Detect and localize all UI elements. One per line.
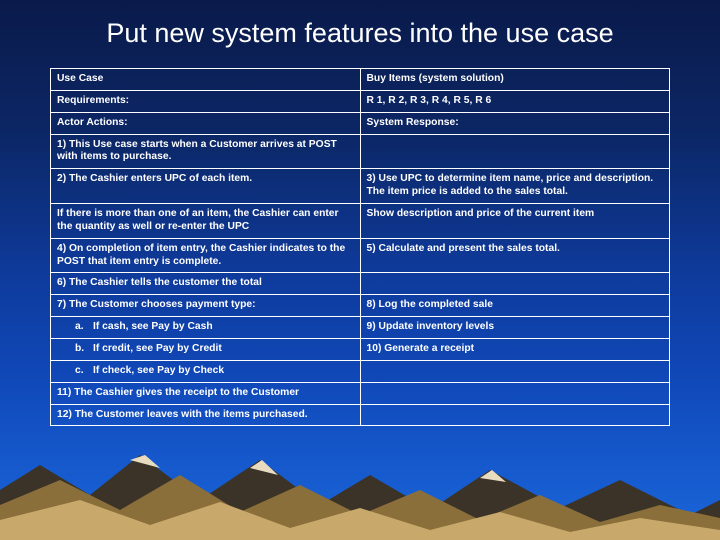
sub-option-text: If credit, see Pay by Credit <box>93 343 222 354</box>
sub-option-letter: b. <box>75 343 93 356</box>
slide-title: Put new system features into the use cas… <box>0 18 720 49</box>
mountain-decoration <box>0 420 720 540</box>
cell-left: 1) This Use case starts when a Customer … <box>51 134 361 169</box>
table-body: Use CaseBuy Items (system solution) Requ… <box>51 69 670 426</box>
table-row: a.If cash, see Pay by Cash 9) Update inv… <box>51 317 670 339</box>
cell-right: R 1, R 2, R 3, R 4, R 5, R 6 <box>360 90 670 112</box>
sub-option-text: If cash, see Pay by Cash <box>93 321 213 332</box>
cell-right: 8) Log the completed sale <box>360 295 670 317</box>
cell-right: System Response: <box>360 112 670 134</box>
cell-left: 7) The Customer chooses payment type: <box>51 295 361 317</box>
cell-right: 5) Calculate and present the sales total… <box>360 238 670 273</box>
cell-right: 3) Use UPC to determine item name, price… <box>360 169 670 204</box>
cell-left: 2) The Cashier enters UPC of each item. <box>51 169 361 204</box>
use-case-table-wrap: Use CaseBuy Items (system solution) Requ… <box>50 68 670 426</box>
cell-right <box>360 360 670 382</box>
cell-left: 4) On completion of item entry, the Cash… <box>51 238 361 273</box>
sub-option-letter: a. <box>75 321 93 334</box>
cell-right: Buy Items (system solution) <box>360 69 670 91</box>
cell-left: If there is more than one of an item, th… <box>51 204 361 239</box>
cell-right <box>360 382 670 404</box>
cell-left: 6) The Cashier tells the customer the to… <box>51 273 361 295</box>
table-row: 11) The Cashier gives the receipt to the… <box>51 382 670 404</box>
cell-right: 9) Update inventory levels <box>360 317 670 339</box>
cell-left: 11) The Cashier gives the receipt to the… <box>51 382 361 404</box>
cell-left: 12) The Customer leaves with the items p… <box>51 404 361 426</box>
table-row: b.If credit, see Pay by Credit10) Genera… <box>51 339 670 361</box>
table-row: 7) The Customer chooses payment type: 8)… <box>51 295 670 317</box>
table-row: c.If check, see Pay by Check <box>51 360 670 382</box>
cell-right <box>360 404 670 426</box>
cell-right <box>360 134 670 169</box>
use-case-table: Use CaseBuy Items (system solution) Requ… <box>50 68 670 426</box>
sub-option-text: If check, see Pay by Check <box>93 365 224 376</box>
table-row: If there is more than one of an item, th… <box>51 204 670 239</box>
cell-left: Use Case <box>51 69 361 91</box>
cell-right: 10) Generate a receipt <box>360 339 670 361</box>
table-row: Actor Actions:System Response: <box>51 112 670 134</box>
sub-option-letter: c. <box>75 365 93 378</box>
table-row: 12) The Customer leaves with the items p… <box>51 404 670 426</box>
table-row: 6) The Cashier tells the customer the to… <box>51 273 670 295</box>
cell-right: Show description and price of the curren… <box>360 204 670 239</box>
table-row: 1) This Use case starts when a Customer … <box>51 134 670 169</box>
table-row: Requirements:R 1, R 2, R 3, R 4, R 5, R … <box>51 90 670 112</box>
cell-left: Requirements: <box>51 90 361 112</box>
slide: Put new system features into the use cas… <box>0 0 720 540</box>
cell-left-sub: c.If check, see Pay by Check <box>51 360 361 382</box>
cell-left-sub: a.If cash, see Pay by Cash <box>51 317 361 339</box>
table-row: 4) On completion of item entry, the Cash… <box>51 238 670 273</box>
cell-right <box>360 273 670 295</box>
cell-left-sub: b.If credit, see Pay by Credit <box>51 339 361 361</box>
table-row: Use CaseBuy Items (system solution) <box>51 69 670 91</box>
table-row: 2) The Cashier enters UPC of each item.3… <box>51 169 670 204</box>
cell-left: Actor Actions: <box>51 112 361 134</box>
